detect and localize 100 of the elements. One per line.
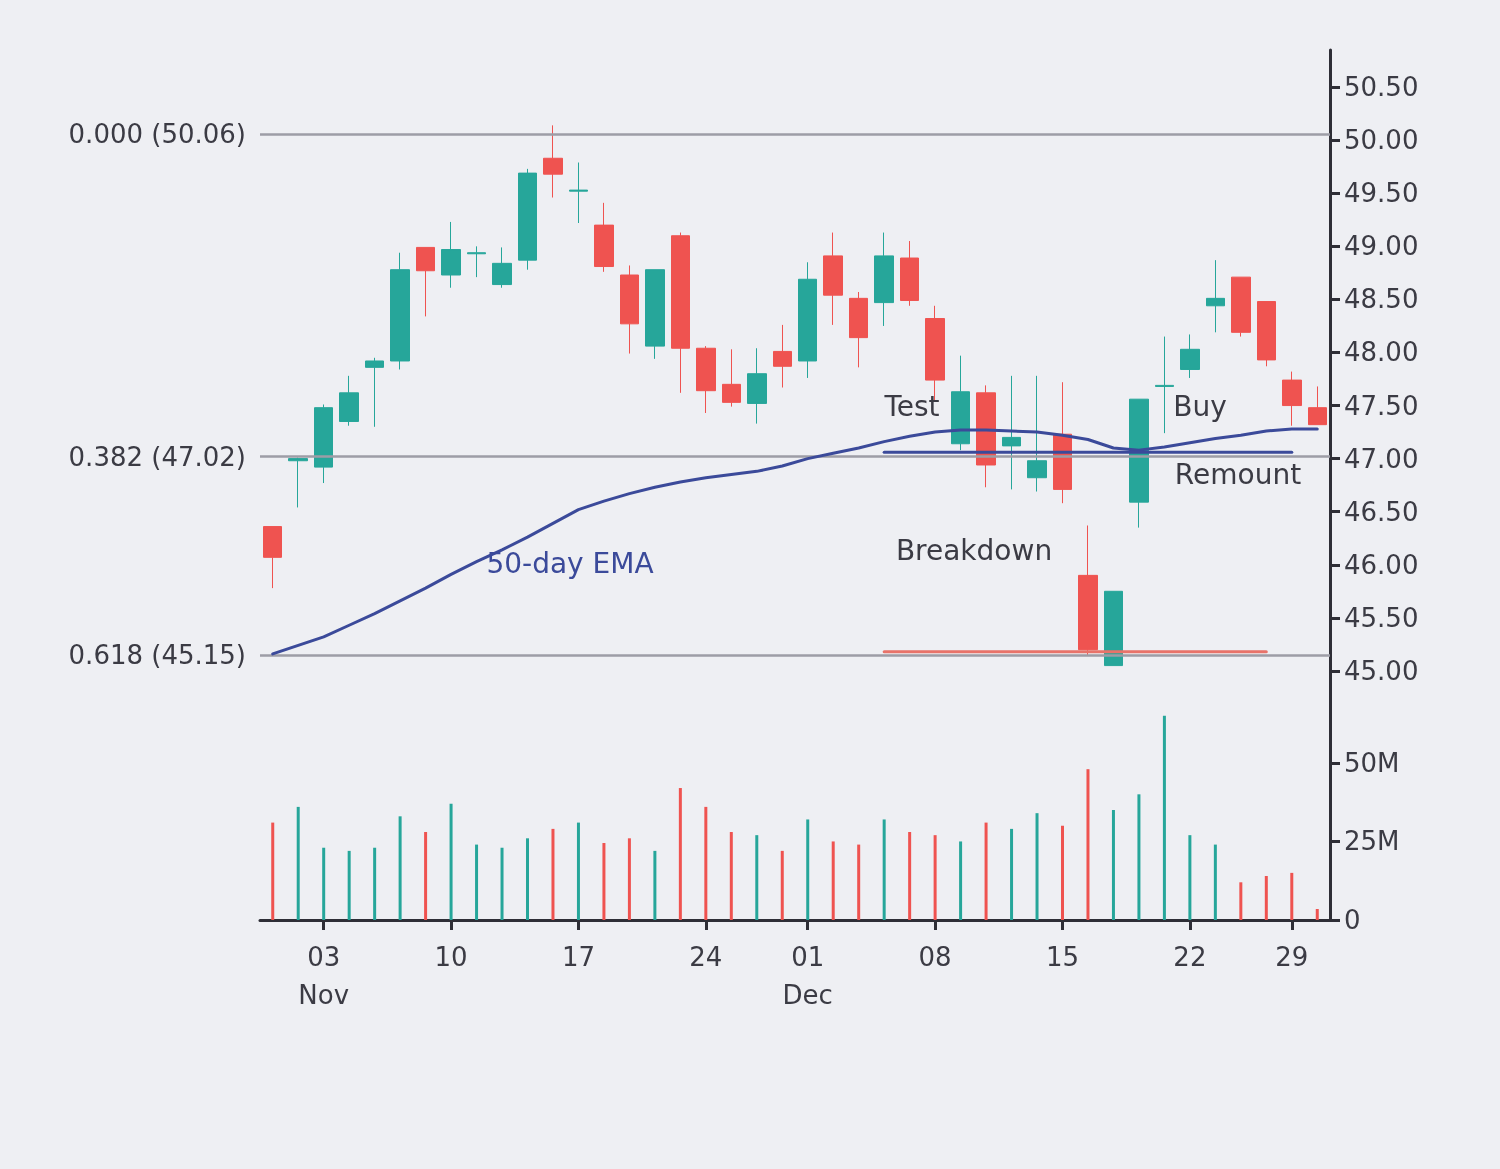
bar (475, 844, 479, 920)
y-tick-label: 47.00 (1344, 443, 1419, 474)
bar (653, 850, 657, 920)
bar (831, 841, 835, 920)
y-tick-label: 49.50 (1344, 178, 1419, 209)
bar (398, 816, 402, 920)
bar (882, 819, 886, 920)
candlestick (874, 232, 894, 327)
bar (271, 822, 275, 920)
bar (627, 838, 631, 920)
bar (1137, 794, 1141, 920)
ref-line-label: 0.000 (50.06) (68, 118, 246, 149)
candlestick (543, 124, 563, 199)
candlestick (1104, 590, 1123, 667)
bar (500, 847, 504, 920)
x-tick-label: 24 (689, 942, 723, 972)
candlestick (365, 357, 384, 428)
bar (551, 828, 555, 920)
candlestick (339, 375, 359, 427)
bar (1239, 882, 1243, 920)
ref-line-label: 0.382 (47.02) (68, 441, 246, 472)
y-tick-label: 50M (1344, 747, 1400, 778)
bar (984, 822, 988, 920)
y-tick-label: 49.00 (1344, 231, 1419, 262)
annotation: Remount (1174, 457, 1302, 491)
candlestick (288, 457, 308, 508)
y-tick-label: 0 (1344, 905, 1361, 935)
y-tick-label: 25M (1344, 826, 1400, 857)
candlestick (1129, 398, 1149, 529)
candlestick (1282, 371, 1302, 427)
bar (424, 832, 428, 920)
candlestick (849, 291, 868, 368)
candlestick (492, 246, 512, 289)
bar (959, 841, 963, 920)
bar (296, 806, 300, 920)
y-tick-label: 47.50 (1344, 390, 1419, 421)
candlestick (1002, 375, 1021, 490)
annotation: Breakdown (895, 533, 1053, 567)
candlestick (620, 264, 639, 355)
bar (576, 822, 580, 920)
candlestick (569, 162, 588, 224)
candlestick (773, 324, 792, 389)
x-tick-label: 08 (918, 942, 952, 972)
y-tick-label: 48.50 (1344, 284, 1419, 315)
bar (1290, 872, 1294, 920)
candlestick (1231, 276, 1251, 338)
candlestick (645, 269, 665, 360)
x-tick-label: 03 Nov (298, 942, 350, 1010)
bar (602, 843, 606, 920)
bar (1061, 825, 1064, 920)
candlestick (1308, 385, 1327, 426)
candlestick (467, 245, 486, 278)
candlestick (441, 221, 461, 289)
ref-line-label: 0.618 (45.15) (68, 639, 246, 670)
bar (780, 850, 784, 920)
candlestick (594, 202, 614, 273)
candlestick (314, 403, 333, 484)
candlestick (722, 348, 741, 408)
bar (449, 803, 453, 920)
bar (933, 835, 937, 920)
candlestick (518, 168, 537, 271)
bar (1264, 876, 1268, 920)
x-tick-label: 17 (561, 942, 595, 972)
y-tick-label: 48.00 (1344, 337, 1419, 368)
bar (704, 806, 708, 920)
candlestick (696, 345, 716, 414)
bar (755, 835, 759, 920)
candlestick (1027, 375, 1047, 493)
candlestick (671, 232, 690, 394)
candlestick (1206, 259, 1225, 333)
candlestick (263, 526, 282, 589)
bar (1315, 909, 1319, 920)
bar (373, 847, 377, 920)
bar (1162, 715, 1166, 920)
x-tick-label: 22 (1173, 942, 1207, 972)
annotation: Test (883, 389, 940, 423)
bar (1213, 844, 1217, 920)
bar (1010, 828, 1014, 920)
y-tick-label: 46.00 (1344, 549, 1419, 580)
candlestick (1078, 524, 1098, 656)
x-tick-label: 15 (1045, 942, 1080, 972)
series-label: 50-day EMA (486, 546, 654, 580)
x-tick-label: 29 (1275, 942, 1309, 972)
bar (729, 832, 733, 920)
candlestick (823, 232, 843, 326)
candlestick (798, 261, 817, 379)
annotation: Buy (1173, 389, 1227, 423)
y-tick-label: 45.50 (1344, 602, 1419, 633)
candlestick (747, 347, 767, 425)
bar (678, 788, 682, 920)
bar (1111, 810, 1115, 920)
candlestick (1155, 336, 1174, 434)
bar (1035, 813, 1039, 920)
candlestick (1257, 301, 1276, 367)
y-tick-label: 46.50 (1344, 496, 1419, 527)
bar (908, 832, 912, 920)
bar (322, 847, 326, 920)
bar (1188, 835, 1192, 920)
x-tick-label: 01 Dec (782, 942, 833, 1010)
y-tick-label: 45.00 (1344, 655, 1419, 686)
